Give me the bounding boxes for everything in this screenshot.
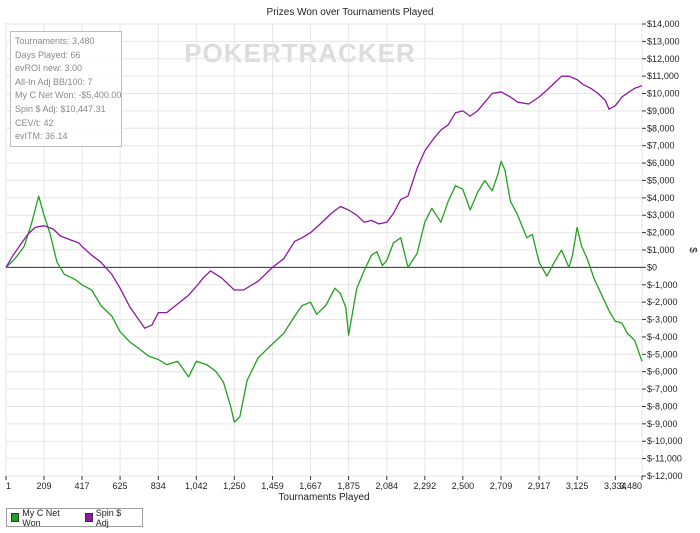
stat-cev: CEV/t: 42 (15, 117, 54, 128)
stat-evitm: evITM: 36.14 (15, 131, 68, 142)
y-tick-label: $-7,000 (647, 384, 678, 394)
x-tick-label: 2,292 (414, 481, 437, 491)
legend-label-net-won: My C Net Won (22, 507, 60, 528)
y-tick-label: $9,000 (647, 106, 675, 116)
stat-net-won: My C Net Won: -$5,400.00 (15, 90, 122, 101)
y-tick-label: $5,000 (647, 175, 675, 185)
y-tick-label: $-6,000 (647, 367, 678, 377)
x-tick-label: 1,875 (337, 481, 360, 491)
legend-swatch-net-won (11, 513, 20, 522)
x-tick-label: 2,709 (490, 481, 513, 491)
y-tick-label: $0 (647, 262, 657, 272)
x-tick-label: 1,459 (261, 481, 284, 491)
x-tick-label: 3,480 (619, 481, 642, 491)
y-tick-label: $8,000 (647, 123, 675, 133)
x-tick-label: 209 (37, 481, 52, 491)
x-tick-label: 417 (75, 481, 90, 491)
x-tick-label: 1,667 (299, 481, 322, 491)
stat-days-played: Days Played: 66 (15, 49, 81, 60)
x-tick-label: 2,500 (452, 481, 475, 491)
gridlines (5, 23, 643, 477)
y-tick-label: $-4,000 (647, 332, 678, 342)
x-tick-label: 834 (151, 481, 166, 491)
y-tick-label: $-3,000 (647, 315, 678, 325)
x-tick-label: 625 (113, 481, 128, 491)
y-tick-label: $-1,000 (647, 280, 678, 290)
series-line-net-won (5, 160, 643, 423)
series-line-spin-adj (5, 75, 643, 329)
x-tick-label: 1,042 (185, 481, 208, 491)
y-tick-label: $6,000 (647, 158, 675, 168)
x-tick-label: 1 (6, 481, 11, 491)
y-tick-label: $-10,000 (647, 436, 683, 446)
chart-title: Prizes Won over Tournaments Played (267, 7, 434, 18)
y-axis-ticks: $14,000 $13,000 $12,000 $11,000 $10,000 $9,00… (642, 19, 683, 481)
y-tick-label: $-9,000 (647, 419, 678, 429)
x-tick-label: 3,125 (566, 481, 589, 491)
x-axis-ticks: 1 209 417 625 834 1,042 1,250 1,459 1,667 1,875 2,… (5, 476, 643, 491)
x-tick-label: 2,084 (376, 481, 399, 491)
y-tick-label: $-11,000 (647, 454, 682, 464)
stat-spin-adj: Spin $ Adj: $10,447.31 (15, 103, 106, 114)
x-axis-label: Tournaments Played (278, 492, 369, 503)
stats-box: Tournaments: 3,480 Days Played: 66 evROI… (10, 31, 122, 147)
legend-label-spin-adj: Spin $ Adj (95, 507, 122, 528)
y-tick-label: $11,000 (647, 71, 679, 81)
x-tick-label: 3,334 (604, 481, 627, 491)
y-tick-label: $-8,000 (647, 401, 678, 411)
y-tick-label: $13,000 (647, 36, 680, 46)
legend-item-spin-adj[interactable]: Spin $ Adj (84, 507, 132, 528)
x-tick-label: 1,250 (223, 481, 246, 491)
x-tick-label: 2,917 (528, 481, 551, 491)
y-tick-label: $12,000 (647, 54, 680, 64)
legend: My C Net Won Spin $ Adj (6, 507, 143, 528)
y-tick-label: $2,000 (647, 228, 675, 238)
legend-item-net-won[interactable]: My C Net Won (11, 508, 75, 528)
y-tick-label: $-2,000 (647, 297, 678, 307)
y-tick-label: $3,000 (647, 210, 675, 220)
y-tick-label: $7,000 (647, 141, 675, 151)
series-group (5, 75, 643, 423)
y-tick-label: $1,000 (647, 245, 675, 255)
legend-swatch-spin-adj (84, 513, 93, 522)
stat-tournaments: Tournaments: 3,480 (15, 36, 95, 46)
y-tick-label: $14,000 (647, 19, 680, 29)
y-axis-label: $ (687, 247, 698, 253)
watermark: POKERTRACKER (184, 38, 416, 68)
stat-evroi: evROI new: 3.00 (15, 63, 83, 74)
stat-allin-adj: All-In Adj BB/100: 7 (15, 76, 93, 87)
y-tick-label: $-5,000 (647, 349, 678, 359)
y-tick-label: $-12,000 (647, 471, 683, 481)
y-tick-label: $10,000 (647, 89, 680, 99)
y-tick-label: $4,000 (647, 193, 675, 203)
